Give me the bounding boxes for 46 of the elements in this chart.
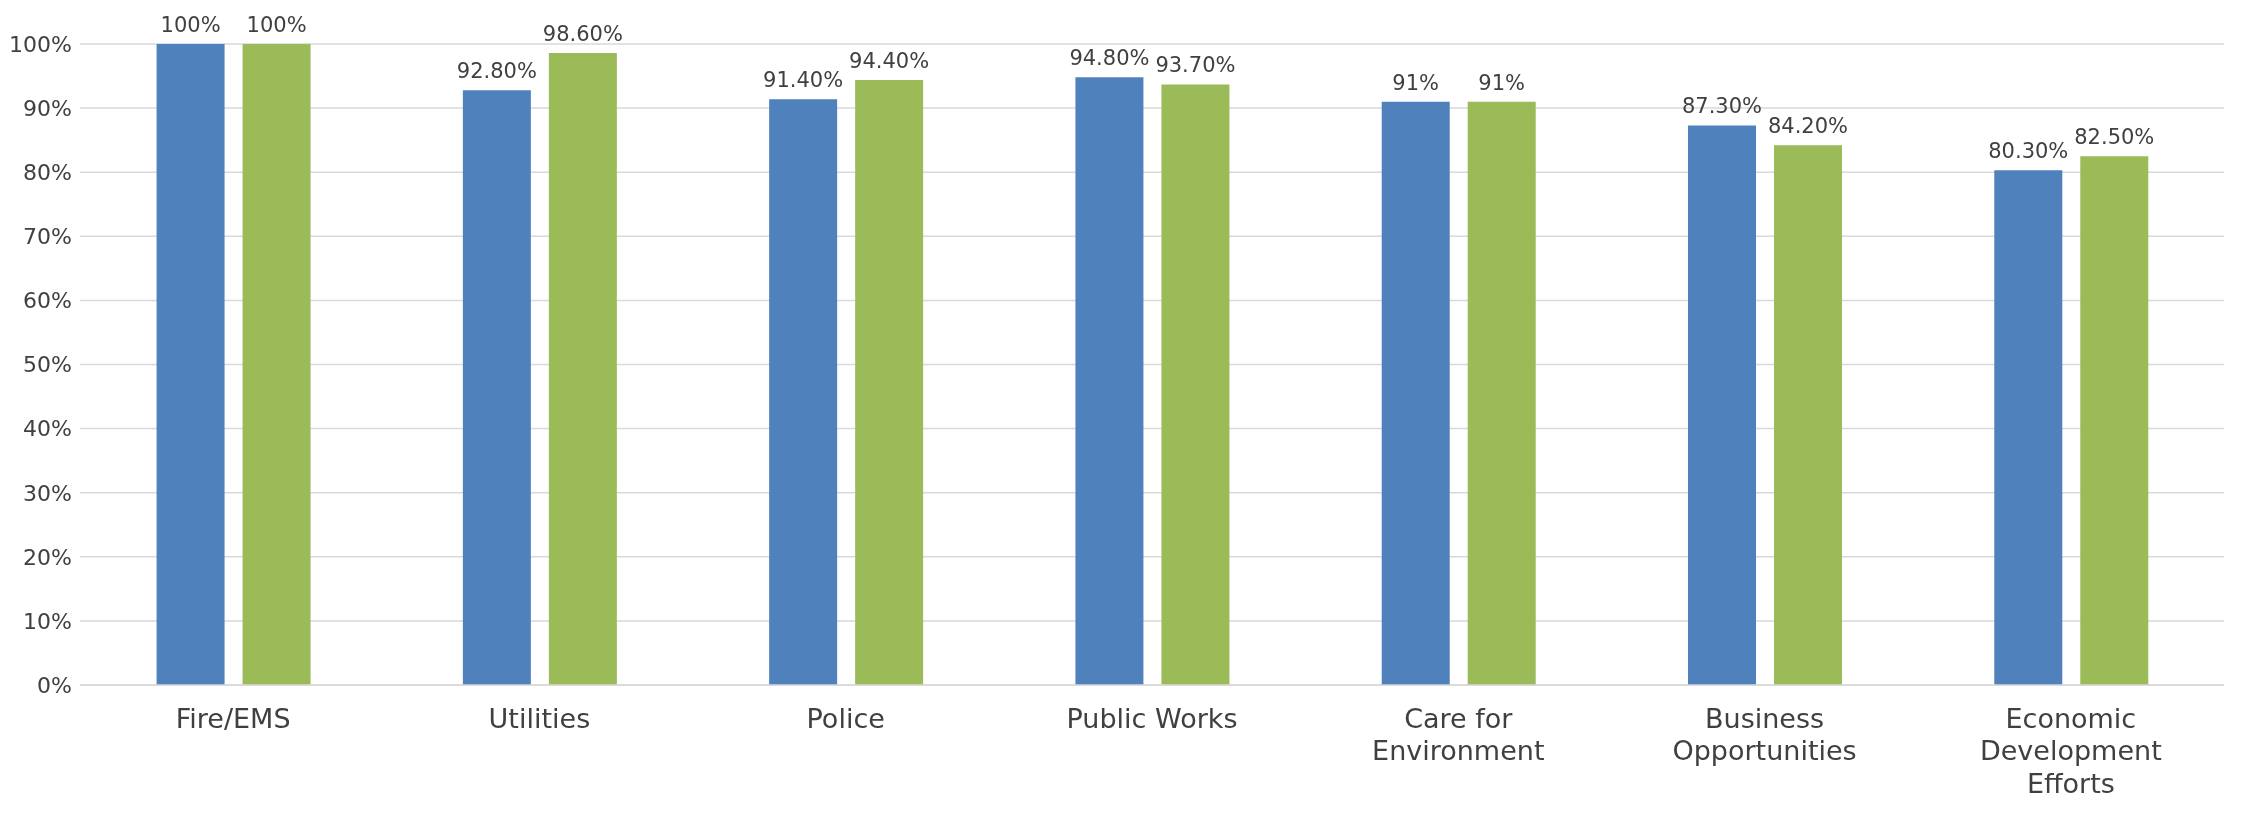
data-label: 91%	[1392, 70, 1440, 95]
x-tick-label: Public Works	[1066, 703, 1238, 734]
y-tick-label: 30%	[23, 480, 72, 506]
data-label: 100%	[160, 13, 221, 37]
bar	[855, 79, 924, 685]
bar	[1161, 84, 1230, 685]
data-label: 100%	[246, 13, 307, 37]
x-tick-label: Fire/EMS	[175, 703, 291, 734]
bar	[2080, 156, 2149, 685]
y-tick-label: 0%	[37, 672, 72, 698]
bar	[156, 44, 225, 685]
bar	[769, 99, 838, 685]
bar	[548, 52, 617, 685]
data-label: 98.60%	[542, 21, 623, 46]
bar	[242, 44, 311, 685]
x-tick-label: Economic Development Efforts	[1979, 703, 2162, 799]
data-label: 92.80%	[456, 59, 537, 84]
bar	[462, 90, 531, 685]
y-tick-label: 50%	[23, 352, 72, 378]
data-label: 91%	[1478, 70, 1526, 95]
bar	[1381, 101, 1450, 685]
data-label: 84.20%	[1767, 114, 1849, 139]
y-tick-label: 40%	[23, 416, 72, 442]
data-label: 82.50%	[2074, 125, 2155, 150]
x-tick-label: Care for Environment	[1372, 703, 1545, 767]
bar	[1075, 77, 1144, 685]
data-label: 87.30%	[1681, 94, 1763, 119]
bar	[1774, 145, 1842, 685]
y-tick-label: 90%	[23, 95, 72, 121]
x-tick-label: Police	[806, 703, 885, 734]
y-tick-label: 80%	[23, 160, 72, 186]
x-tick-label: Utilities	[488, 703, 591, 734]
y-tick-label: 70%	[23, 224, 72, 250]
x-tick-label: Business Opportunities	[1672, 703, 1857, 767]
bar	[1467, 101, 1536, 685]
y-tick-label: 20%	[23, 544, 72, 570]
data-label: 94.80%	[1069, 46, 1150, 71]
data-label: 91.40%	[763, 68, 844, 93]
data-label: 93.70%	[1155, 53, 1236, 78]
data-label: 80.30%	[1988, 139, 2069, 164]
y-tick-label: 100%	[9, 31, 72, 57]
y-tick-label: 10%	[23, 608, 72, 634]
data-label: 94.40%	[849, 48, 930, 73]
bar	[1994, 170, 2063, 685]
bar	[1688, 125, 1756, 685]
y-tick-label: 60%	[23, 288, 72, 314]
